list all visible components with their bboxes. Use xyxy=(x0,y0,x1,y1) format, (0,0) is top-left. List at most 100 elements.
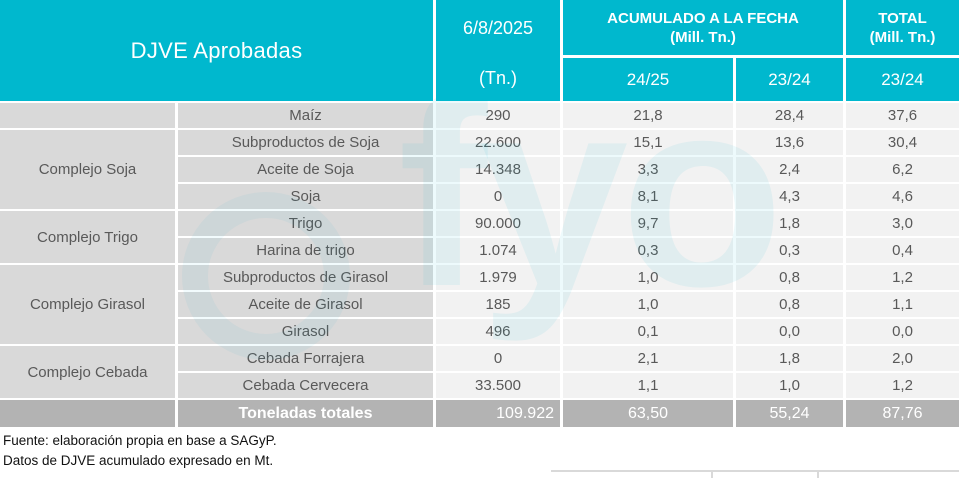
totals-total-2324: 87,76 xyxy=(846,400,959,427)
table-row: Aceite de Soja 14.348 3,3 2,4 6,2 xyxy=(0,157,959,184)
source-note-line: Fuente: elaboración propia en base a SAG… xyxy=(3,433,277,448)
col-header-acumulado: ACUMULADO A LA FECHA (Mill. Tn.) xyxy=(563,0,846,58)
cell-acum-2324: 2,4 xyxy=(736,157,846,184)
cell-tn: 290 xyxy=(436,103,563,130)
acumulado-label: ACUMULADO A LA FECHA xyxy=(607,9,799,27)
total-unit-label: (Mill. Tn.) xyxy=(869,28,936,46)
header-row-2: 24/25 23/24 23/24 xyxy=(0,58,959,103)
djve-table: DJVE Aprobadas 6/8/2025 (Tn.) ACUMULADO … xyxy=(0,0,959,427)
cell-acum-2324: 0,8 xyxy=(736,265,846,292)
cell-acum-2425: 3,3 xyxy=(563,157,736,184)
cell-product: Soja xyxy=(178,184,436,211)
col-header-date: 6/8/2025 (Tn.) xyxy=(436,0,563,103)
cell-group: Complejo Girasol xyxy=(0,265,178,346)
table-row: Complejo Cebada Cebada Forrajera 0 2,1 1… xyxy=(0,346,959,400)
cell-tn: 14.348 xyxy=(436,157,563,184)
cell-group: Complejo Soja xyxy=(0,130,178,211)
cell-tn: 185 xyxy=(436,292,563,319)
next-table-top-border xyxy=(551,470,959,472)
table-row: Girasol 496 0,1 0,0 0,0 xyxy=(0,319,959,346)
cell-total-2324: 30,4 xyxy=(846,130,959,157)
cell-tn: 1.979 xyxy=(436,265,563,292)
table-row: Cebada Cervecera 33.500 1,1 1,0 1,2 xyxy=(0,373,959,400)
cell-product: Girasol xyxy=(178,319,436,346)
cell-tn: 22.600 xyxy=(436,130,563,157)
cell-tn: 1.074 xyxy=(436,238,563,265)
table-row: Complejo Girasol Subproductos de Girasol… xyxy=(0,265,959,346)
cell-tn: 33.500 xyxy=(436,373,563,400)
next-table-column-divider xyxy=(711,470,713,478)
cell-total-2324: 1,1 xyxy=(846,292,959,319)
cell-total-2324: 0,0 xyxy=(846,319,959,346)
cell-group: Complejo Cebada xyxy=(0,346,178,400)
cell-product: Aceite de Girasol xyxy=(178,292,436,319)
cell-total-2324: 37,6 xyxy=(846,103,959,130)
cell-product: Cebada Cervecera xyxy=(178,373,436,400)
table-row: Harina de trigo 1.074 0,3 0,3 0,4 xyxy=(0,238,959,265)
cell-acum-2425: 0,1 xyxy=(563,319,736,346)
cell-acum-2324: 28,4 xyxy=(736,103,846,130)
cell-product: Harina de trigo xyxy=(178,238,436,265)
cell-total-2324: 3,0 xyxy=(846,211,959,238)
cell-product: Trigo xyxy=(178,211,436,238)
cell-acum-2425: 9,7 xyxy=(563,211,736,238)
totals-label: Toneladas totales xyxy=(178,400,436,427)
table-row: Aceite de Girasol 185 1,0 0,8 1,1 xyxy=(0,292,959,319)
table-row: Soja 0 8,1 4,3 4,6 xyxy=(0,184,959,211)
source-note-line: Datos de DJVE acumulado expresado en Mt. xyxy=(3,452,274,468)
cell-tn: 90.000 xyxy=(436,211,563,238)
totals-tn: 109.922 xyxy=(436,400,563,427)
header-row-1: DJVE Aprobadas 6/8/2025 (Tn.) ACUMULADO … xyxy=(0,0,959,103)
cell-group: Complejo Trigo xyxy=(0,211,178,265)
col-header-total: TOTAL (Mill. Tn.) xyxy=(846,0,959,58)
date-unit-label: (Tn.) xyxy=(479,68,517,88)
cell-product: Subproductos de Soja xyxy=(178,130,436,157)
cell-acum-2324: 1,0 xyxy=(736,373,846,400)
cell-acum-2324: 13,6 xyxy=(736,130,846,157)
cell-acum-2425: 1,1 xyxy=(563,373,736,400)
cell-total-2324: 6,2 xyxy=(846,157,959,184)
cell-acum-2324: 4,3 xyxy=(736,184,846,211)
cell-total-2324: 4,6 xyxy=(846,184,959,211)
cell-acum-2324: 1,8 xyxy=(736,211,846,238)
col-header-total-2324: 23/24 xyxy=(846,58,959,103)
cell-acum-2324: 0,3 xyxy=(736,238,846,265)
cell-acum-2425: 8,1 xyxy=(563,184,736,211)
next-table-column-divider xyxy=(817,470,819,478)
totals-acum-2425: 63,50 xyxy=(563,400,736,427)
cell-tn: 0 xyxy=(436,346,563,373)
cell-total-2324: 1,2 xyxy=(846,373,959,400)
cell-tn: 0 xyxy=(436,184,563,211)
cell-acum-2425: 21,8 xyxy=(563,103,736,130)
cell-acum-2324: 1,8 xyxy=(736,346,846,373)
col-header-2425: 24/25 xyxy=(563,58,736,103)
cell-total-2324: 2,0 xyxy=(846,346,959,373)
col-header-2324: 23/24 xyxy=(736,58,846,103)
source-notes: Fuente: elaboración propia en base a SAG… xyxy=(3,431,277,470)
table-row: Complejo Soja Subproductos de Soja 22.60… xyxy=(0,130,959,211)
cell-acum-2425: 1,0 xyxy=(563,265,736,292)
table-row: Maíz 290 21,8 28,4 37,6 xyxy=(0,103,959,130)
cell-group xyxy=(0,103,178,130)
totals-acum-2324: 55,24 xyxy=(736,400,846,427)
totals-empty-cell xyxy=(0,400,178,427)
acumulado-unit-label: (Mill. Tn.) xyxy=(670,28,736,46)
totals-row: Toneladas totales 109.922 63,50 55,24 87… xyxy=(0,400,959,427)
cell-acum-2425: 0,3 xyxy=(563,238,736,265)
cell-product: Maíz xyxy=(178,103,436,130)
cell-acum-2425: 1,0 xyxy=(563,292,736,319)
table-title: DJVE Aprobadas xyxy=(0,0,436,103)
date-label: 6/8/2025 xyxy=(462,17,534,38)
cell-acum-2425: 2,1 xyxy=(563,346,736,373)
total-label: TOTAL xyxy=(878,9,927,27)
cell-total-2324: 0,4 xyxy=(846,238,959,265)
cell-total-2324: 1,2 xyxy=(846,265,959,292)
cell-acum-2425: 15,1 xyxy=(563,130,736,157)
cell-product: Subproductos de Girasol xyxy=(178,265,436,292)
cell-product: Aceite de Soja xyxy=(178,157,436,184)
cell-product: Cebada Forrajera xyxy=(178,346,436,373)
cell-acum-2324: 0,8 xyxy=(736,292,846,319)
table-row: Complejo Trigo Trigo 90.000 9,7 1,8 3,0 xyxy=(0,211,959,265)
cell-acum-2324: 0,0 xyxy=(736,319,846,346)
